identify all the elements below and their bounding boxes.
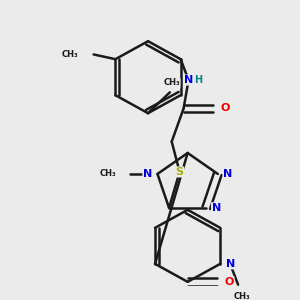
Text: S: S	[176, 167, 184, 177]
Text: N: N	[226, 259, 235, 269]
Text: CH₃: CH₃	[99, 169, 116, 178]
Text: CH₃: CH₃	[234, 292, 250, 300]
Text: O: O	[225, 277, 234, 287]
Text: CH₃: CH₃	[164, 78, 180, 87]
Text: N: N	[212, 203, 221, 213]
Text: N: N	[223, 169, 232, 179]
Text: H: H	[194, 75, 202, 85]
Text: O: O	[220, 103, 230, 113]
Text: N: N	[143, 169, 152, 179]
Text: N: N	[184, 75, 193, 85]
Text: CH₃: CH₃	[61, 50, 78, 59]
